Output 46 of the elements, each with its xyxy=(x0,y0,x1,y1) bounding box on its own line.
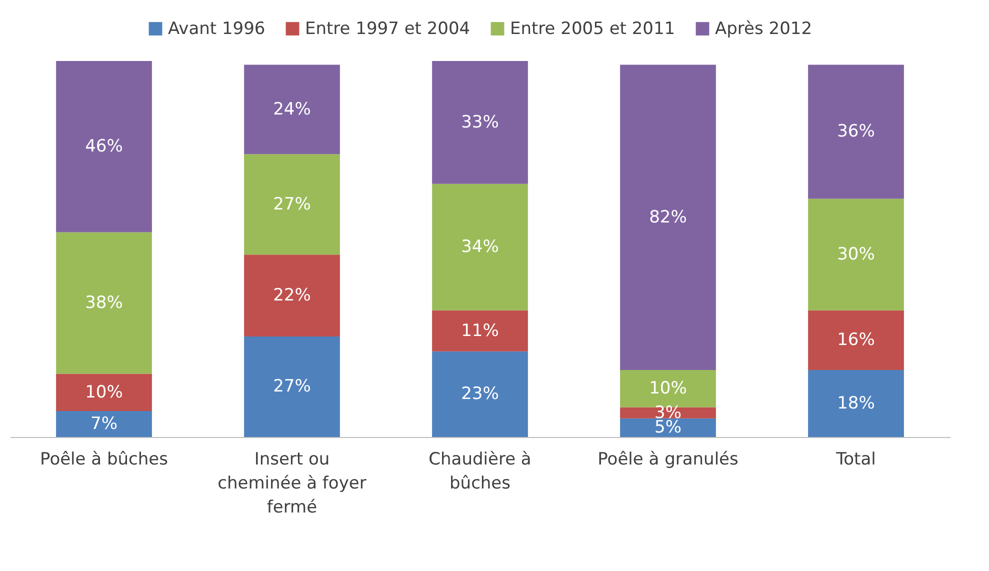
x-tick-label: Poêle à granulés xyxy=(598,450,738,470)
bar xyxy=(808,310,904,370)
data-label: 18% xyxy=(837,393,875,414)
bar xyxy=(432,61,528,184)
data-label: 27% xyxy=(273,194,311,214)
bar xyxy=(244,64,340,154)
data-label: 27% xyxy=(273,376,311,397)
bar xyxy=(432,184,528,310)
legend-label: Avant 1996 xyxy=(168,18,266,39)
data-label: 36% xyxy=(837,122,875,142)
legend-label: Entre 2005 et 2011 xyxy=(510,18,676,39)
data-label: 7% xyxy=(90,414,118,434)
data-label: 16% xyxy=(837,330,875,350)
data-label: 82% xyxy=(649,207,687,228)
data-label: 33% xyxy=(461,112,499,132)
bar xyxy=(56,374,152,411)
data-label: 24% xyxy=(273,99,311,120)
bar xyxy=(244,254,340,336)
bar xyxy=(620,418,716,437)
data-label: 46% xyxy=(85,136,123,157)
bar xyxy=(432,310,528,352)
data-label: 10% xyxy=(85,382,123,402)
legend-label: Entre 1997 et 2004 xyxy=(305,18,470,39)
x-tick-label: Insert ou cheminée à foyer fermé xyxy=(218,450,366,518)
x-tick-label: Poêle à bûches xyxy=(40,450,168,470)
data-label: 10% xyxy=(649,378,687,399)
bar xyxy=(808,64,904,199)
bar xyxy=(432,351,528,437)
x-tick-label: Total xyxy=(835,450,876,470)
bar xyxy=(620,64,716,370)
data-label: 38% xyxy=(85,292,123,313)
bar xyxy=(808,198,904,310)
data-label: 30% xyxy=(837,244,875,265)
bar xyxy=(56,61,152,232)
bar xyxy=(244,154,340,255)
bar xyxy=(56,232,152,374)
data-label: 34% xyxy=(461,237,499,258)
bar xyxy=(808,370,904,437)
bar xyxy=(56,410,152,437)
bar xyxy=(620,407,716,418)
data-label: 22% xyxy=(273,286,311,306)
x-tick-label: Chaudière à bûches xyxy=(428,450,532,494)
data-label: 11% xyxy=(461,320,499,341)
legend-label: Après 2012 xyxy=(715,18,812,39)
data-label: 23% xyxy=(461,384,499,404)
bar xyxy=(244,336,340,437)
